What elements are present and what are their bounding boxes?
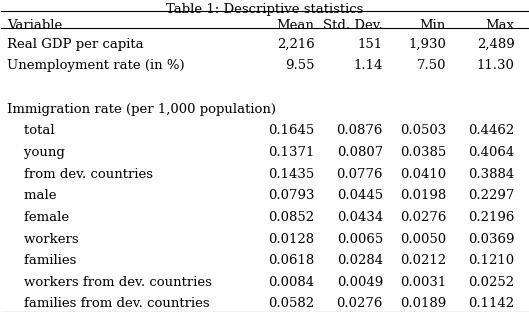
Text: Variable: Variable [7,19,62,32]
Text: 0.2196: 0.2196 [468,211,515,224]
Text: 0.0212: 0.0212 [400,254,446,267]
Text: 0.0503: 0.0503 [400,124,446,137]
Text: 0.0065: 0.0065 [336,232,383,246]
Text: total: total [7,124,54,137]
Text: male: male [7,189,56,202]
Text: 0.0445: 0.0445 [337,189,383,202]
Text: Immigration rate (per 1,000 population): Immigration rate (per 1,000 population) [7,103,276,115]
Text: 0.0434: 0.0434 [336,211,383,224]
Text: 11.30: 11.30 [477,59,515,72]
Text: 0.4462: 0.4462 [468,124,515,137]
Text: 0.0385: 0.0385 [400,146,446,159]
Text: 0.2297: 0.2297 [468,189,515,202]
Text: 151: 151 [358,37,383,51]
Text: 9.55: 9.55 [285,59,315,72]
Text: Table 1: Descriptive statistics: Table 1: Descriptive statistics [166,3,363,16]
Text: 0.0582: 0.0582 [268,298,315,310]
Text: young: young [7,146,65,159]
Text: 0.4064: 0.4064 [468,146,515,159]
Text: from dev. countries: from dev. countries [7,168,153,181]
Text: families from dev. countries: families from dev. countries [7,298,209,310]
Text: 2,216: 2,216 [277,37,315,51]
Text: Real GDP per capita: Real GDP per capita [7,37,143,51]
Text: workers from dev. countries: workers from dev. countries [7,276,212,289]
Text: 2,489: 2,489 [477,37,515,51]
Text: 0.0084: 0.0084 [268,276,315,289]
Text: 1,930: 1,930 [408,37,446,51]
Text: female: female [7,211,69,224]
Text: 0.0189: 0.0189 [400,298,446,310]
Text: 0.0876: 0.0876 [336,124,383,137]
Text: 0.1645: 0.1645 [268,124,315,137]
Text: 0.0050: 0.0050 [400,232,446,246]
Text: families: families [7,254,76,267]
Text: 0.0049: 0.0049 [336,276,383,289]
Text: Max: Max [485,19,515,32]
Text: 0.0410: 0.0410 [400,168,446,181]
Text: 0.0276: 0.0276 [336,298,383,310]
Text: 0.0776: 0.0776 [336,168,383,181]
Text: Min: Min [420,19,446,32]
Text: Std. Dev.: Std. Dev. [323,19,383,32]
Text: 0.1371: 0.1371 [268,146,315,159]
Text: 0.1435: 0.1435 [268,168,315,181]
Text: 7.50: 7.50 [416,59,446,72]
Text: 1.14: 1.14 [353,59,383,72]
Text: 0.0128: 0.0128 [268,232,315,246]
Text: 0.0852: 0.0852 [268,211,315,224]
Text: Unemployment rate (in %): Unemployment rate (in %) [7,59,184,72]
Text: 0.1142: 0.1142 [468,298,515,310]
Text: 0.0252: 0.0252 [468,276,515,289]
Text: 0.1210: 0.1210 [468,254,515,267]
Text: 0.0793: 0.0793 [268,189,315,202]
Text: 0.3884: 0.3884 [468,168,515,181]
Text: 0.0369: 0.0369 [468,232,515,246]
Text: 0.0807: 0.0807 [336,146,383,159]
Text: 0.0276: 0.0276 [400,211,446,224]
Text: 0.0198: 0.0198 [400,189,446,202]
Text: 0.0031: 0.0031 [400,276,446,289]
Text: 0.0284: 0.0284 [337,254,383,267]
Text: 0.0618: 0.0618 [268,254,315,267]
Text: Mean: Mean [277,19,315,32]
Text: workers: workers [7,232,78,246]
